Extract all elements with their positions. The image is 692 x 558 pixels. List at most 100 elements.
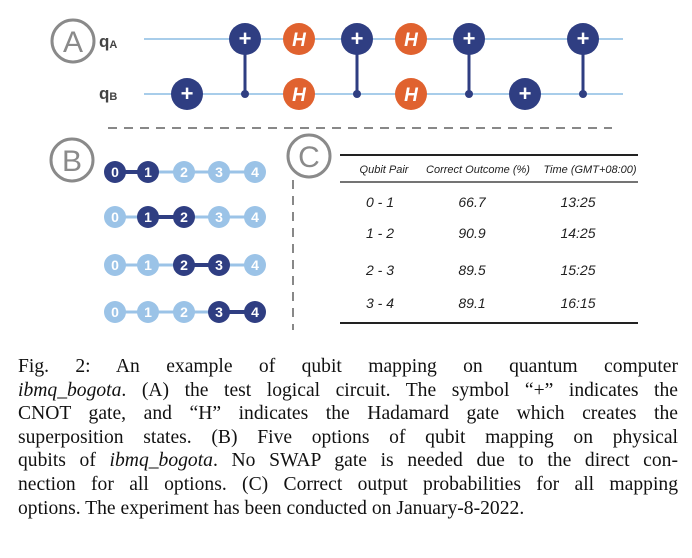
mapping-options: 0 1 2 3 4 0 1 2 3 4 0 1 2 3 4 0 1 2 3 4 <box>104 161 266 323</box>
svg-text:+: + <box>463 26 476 51</box>
cnot-gate: + <box>229 23 261 55</box>
qubit-node: 0 <box>104 206 126 228</box>
svg-text:3: 3 <box>215 304 223 320</box>
svg-text:2: 2 <box>180 164 188 180</box>
mapping-row: 0 1 2 3 4 <box>104 161 266 183</box>
caption-line: Fig. 2: An example of qubit mapping on q… <box>18 356 678 377</box>
qubit-node: 1 <box>137 161 159 183</box>
svg-text:0: 0 <box>111 304 119 320</box>
qubit-node: 4 <box>244 206 266 228</box>
svg-text:4: 4 <box>251 304 259 320</box>
panel-b-circle <box>49 137 95 183</box>
table-cell: 1 - 2 <box>366 225 394 241</box>
panel-c: C Qubit Pair Correct Outcome (%) Time (G… <box>286 133 638 324</box>
svg-text:0: 0 <box>111 164 119 180</box>
svg-text:H: H <box>404 30 419 51</box>
panel-b: B 0 1 2 3 4 0 1 2 3 4 0 1 2 3 4 0 1 2 3 4 <box>49 137 266 323</box>
svg-text:H: H <box>292 85 307 106</box>
table-cell: 89.1 <box>458 295 485 311</box>
qubit-node: 3 <box>208 206 230 228</box>
cnot-gate: + <box>453 23 485 55</box>
svg-text:+: + <box>351 26 364 51</box>
svg-text:1: 1 <box>144 164 152 180</box>
svg-text:+: + <box>181 81 194 106</box>
cnot-control-dot <box>241 90 249 98</box>
table-cell: 16:15 <box>560 295 595 311</box>
qubit-node: 4 <box>244 161 266 183</box>
svg-text:1: 1 <box>144 257 152 273</box>
svg-text:H: H <box>292 30 307 51</box>
qubit-a-label: qA <box>99 32 117 51</box>
table-header-cell: Time (GMT+08:00) <box>543 164 636 176</box>
caption-line: ibmq_bogota. (A) the test logical circui… <box>18 379 678 401</box>
svg-text:+: + <box>519 81 532 106</box>
cnot-control-dot <box>465 90 473 98</box>
table-cell: 13:25 <box>560 194 595 210</box>
svg-text:2: 2 <box>180 257 188 273</box>
cnot-gate: + <box>341 23 373 55</box>
hadamard-gate: H <box>283 78 315 110</box>
table-cell: 2 - 3 <box>365 262 394 278</box>
table-cell: 90.9 <box>458 225 485 241</box>
hadamard-gate: H <box>395 78 427 110</box>
figure-canvas: A qA qB + + + + + + H H H H B 0 1 2 3 4 0 1 2 3 4… <box>49 18 638 330</box>
panel-a-label: A <box>63 26 83 59</box>
qubit-node: 2 <box>173 161 195 183</box>
svg-text:+: + <box>577 26 590 51</box>
qubit-node: 2 <box>173 206 195 228</box>
table-body: 0 - 1 66.7 13:25 1 - 2 90.9 14:25 2 - 3 89.5 15:… <box>365 194 596 311</box>
qubit-node: 0 <box>104 254 126 276</box>
caption-line: qubits of ibmq_bogota. No SWAP gate is n… <box>18 450 678 472</box>
qubit-node: 3 <box>208 301 230 323</box>
caption-line: superposition states. (B) Five options o… <box>18 426 678 448</box>
cnot-control-dot <box>353 90 361 98</box>
svg-text:1: 1 <box>144 304 152 320</box>
svg-text:0: 0 <box>111 209 119 225</box>
qubit-node: 1 <box>137 301 159 323</box>
table-cell: 14:25 <box>560 225 595 241</box>
mapping-row: 0 1 2 3 4 <box>104 301 266 323</box>
svg-text:4: 4 <box>251 164 259 180</box>
mapping-row: 0 1 2 3 4 <box>104 254 266 276</box>
caption-line: nection for all options. (C) Correct out… <box>18 473 678 495</box>
cnot-gate: + <box>171 78 203 110</box>
svg-text:+: + <box>239 26 252 51</box>
table-cell: 89.5 <box>458 262 485 278</box>
caption-line: options. The experiment has been conduct… <box>18 497 525 519</box>
qubit-node: 4 <box>244 301 266 323</box>
table-cell: 15:25 <box>560 262 595 278</box>
table-cell: 0 - 1 <box>366 194 394 210</box>
svg-text:0: 0 <box>111 257 119 273</box>
table-cell: 66.7 <box>458 194 486 210</box>
cnot-control-dot <box>579 90 587 98</box>
qubit-node: 4 <box>244 254 266 276</box>
qubit-node: 2 <box>173 301 195 323</box>
qubit-b-label: qB <box>99 84 117 103</box>
cnot-gate: + <box>509 78 541 110</box>
svg-text:2: 2 <box>180 304 188 320</box>
svg-text:3: 3 <box>215 209 223 225</box>
hadamard-gate: H <box>283 23 315 55</box>
table-row: 3 - 4 89.1 16:15 <box>366 295 596 311</box>
hadamard-gate: H <box>395 23 427 55</box>
panel-c-circle <box>286 133 332 179</box>
table-cell: 3 - 4 <box>366 295 394 311</box>
qubit-node: 0 <box>104 301 126 323</box>
panel-b-label: B <box>62 145 82 178</box>
qubit-node: 1 <box>137 206 159 228</box>
table-row: 1 - 2 90.9 14:25 <box>366 225 596 241</box>
panel-c-label: C <box>298 141 320 174</box>
svg-text:H: H <box>404 85 419 106</box>
svg-text:2: 2 <box>180 209 188 225</box>
qubit-node: 3 <box>208 254 230 276</box>
table-header-cell: Correct Outcome (%) <box>426 164 530 176</box>
svg-text:3: 3 <box>215 257 223 273</box>
mapping-row: 0 1 2 3 4 <box>104 206 266 228</box>
caption-line: CNOT gate, and “H” indicates the Hadamar… <box>18 403 678 425</box>
panel-a: A qA qB + + + + + + H H H H <box>50 18 623 110</box>
table-row: 0 - 1 66.7 13:25 <box>366 194 596 210</box>
panel-a-circle <box>50 18 96 64</box>
qubit-node: 2 <box>173 254 195 276</box>
table-header-cell: Qubit Pair <box>360 164 410 176</box>
svg-text:4: 4 <box>251 257 259 273</box>
